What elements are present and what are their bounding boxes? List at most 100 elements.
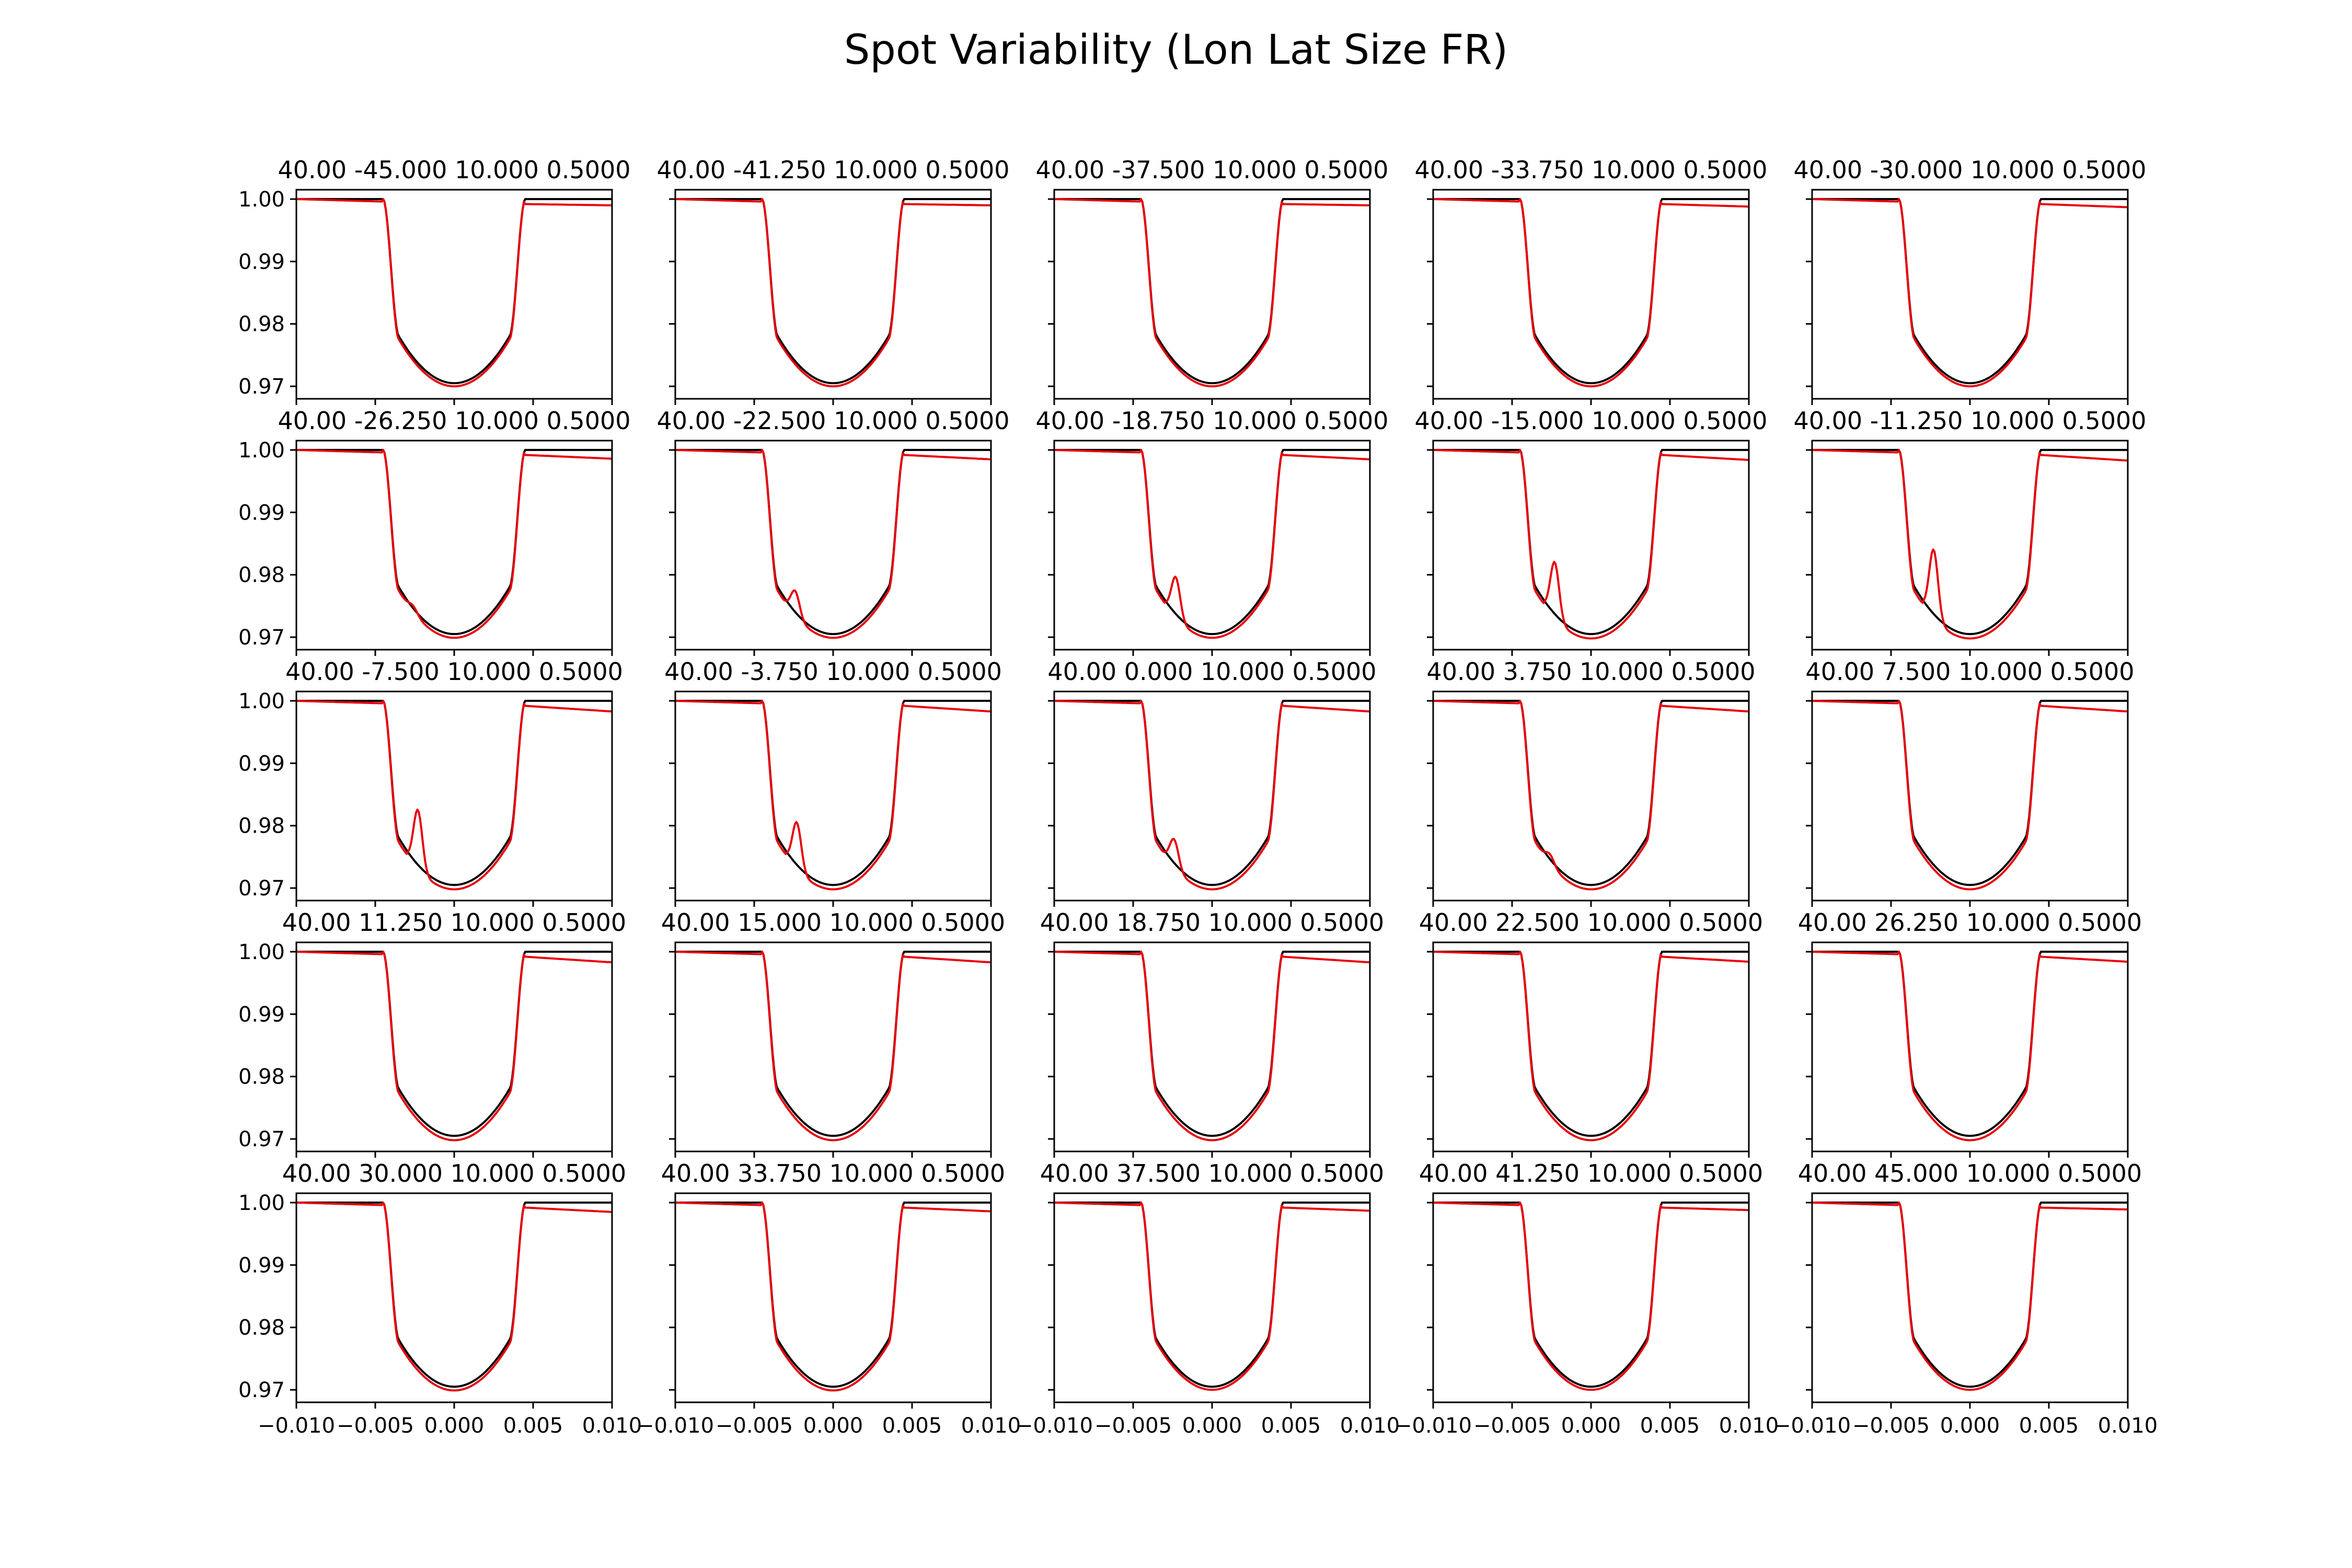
series-line-spotted [1433, 950, 1749, 1142]
y-tick-label: 1.00 [238, 940, 285, 964]
x-tick-label: 0.010 [582, 1414, 642, 1438]
y-tick-label: 1.00 [238, 439, 285, 463]
y-tick-label: 0.99 [238, 250, 285, 274]
series-line-spotted [1812, 1201, 2128, 1391]
series-line-unspotted [296, 699, 612, 886]
series-line-unspotted [1812, 699, 2128, 886]
panel-20: 40.00 26.250 10.000 0.5000 [1798, 908, 2142, 1158]
series-line-spotted [296, 1201, 612, 1392]
series-line-spotted [1433, 448, 1749, 640]
x-tick-label: −0.005 [1094, 1414, 1172, 1438]
y-tick-label: 0.97 [238, 626, 285, 650]
series-line-unspotted [1054, 1201, 1370, 1388]
panel-10: 40.00 -11.250 10.000 0.5000 [1793, 407, 2147, 656]
series-line-spotted [296, 198, 612, 388]
panel-title: 40.00 26.250 10.000 0.5000 [1798, 908, 2142, 937]
y-tick-label: 0.98 [238, 1065, 285, 1089]
y-tick-label: 0.99 [238, 1253, 285, 1277]
series-line-spotted [1433, 699, 1749, 891]
series-line-unspotted [1054, 950, 1370, 1137]
series-line-spotted [675, 198, 991, 388]
panel-title: 40.00 0.000 10.000 0.5000 [1047, 658, 1376, 686]
series-line-unspotted [296, 950, 612, 1137]
x-tick-label: 0.010 [1719, 1414, 1779, 1438]
y-tick-label: 0.98 [238, 814, 285, 838]
series-line-unspotted [296, 198, 612, 385]
panel-22: 40.00 33.750 10.000 0.5000 −0.010 −0.005 0.… [637, 1159, 1021, 1438]
series-line-spotted [1433, 1201, 1749, 1391]
series-line-spotted [1812, 448, 2128, 640]
y-tick-label: 1.00 [238, 188, 285, 212]
series-line-spotted [1054, 950, 1370, 1142]
panel-8: 40.00 -18.750 10.000 0.5000 [1035, 407, 1389, 656]
panel-title: 40.00 37.500 10.000 0.5000 [1040, 1159, 1384, 1187]
y-tick-label: 0.98 [238, 563, 285, 587]
series-line-unspotted [1433, 699, 1749, 886]
panel-13: 40.00 0.000 10.000 0.5000 [1047, 658, 1377, 907]
x-tick-label: 0.005 [2019, 1414, 2079, 1438]
panel-title: 40.00 22.500 10.000 0.5000 [1419, 908, 1763, 937]
x-tick-label: −0.005 [337, 1414, 414, 1438]
y-tick-label: 0.97 [238, 877, 285, 901]
x-tick-label: 0.000 [424, 1414, 485, 1438]
panel-title: 40.00 3.750 10.000 0.5000 [1426, 658, 1755, 686]
panel-17: 40.00 15.000 10.000 0.5000 [661, 908, 1005, 1158]
figure-title: Spot Variability (Lon Lat Size FR) [844, 27, 1508, 74]
series-line-unspotted [675, 448, 991, 636]
panel-6: 40.00 -26.250 10.000 0.5000 1.00 0.99 0.98 0… [238, 407, 631, 656]
series-line-spotted [296, 950, 612, 1142]
panel-title: 40.00 41.250 10.000 0.5000 [1419, 1159, 1763, 1187]
x-tick-label: 0.000 [1561, 1414, 1621, 1438]
panel-24: 40.00 41.250 10.000 0.5000 −0.010 −0.005 0.… [1394, 1159, 1779, 1438]
panel-title: 40.00 -45.000 10.000 0.5000 [278, 156, 630, 184]
panel-7: 40.00 -22.500 10.000 0.5000 [656, 407, 1010, 656]
x-tick-label: −0.010 [258, 1414, 335, 1438]
series-line-unspotted [1054, 448, 1370, 636]
series-line-spotted [1433, 198, 1749, 388]
series-line-unspotted [1433, 1201, 1749, 1388]
x-tick-label: 0.000 [803, 1414, 863, 1438]
series-line-spotted [1812, 699, 2128, 891]
panel-title: 40.00 -3.750 10.000 0.5000 [664, 658, 1002, 686]
y-tick-label: 1.00 [238, 689, 285, 713]
panel-title: 40.00 -7.500 10.000 0.5000 [285, 658, 623, 686]
panel-5: 40.00 -30.000 10.000 0.5000 [1793, 156, 2147, 405]
panel-title: 40.00 -30.000 10.000 0.5000 [1793, 156, 2146, 184]
series-line-unspotted [1433, 950, 1749, 1137]
x-tick-label: −0.010 [1016, 1414, 1093, 1438]
panel-4: 40.00 -33.750 10.000 0.5000 [1414, 156, 1768, 405]
x-tick-label: 0.005 [503, 1414, 563, 1438]
panel-3: 40.00 -37.500 10.000 0.5000 [1035, 156, 1389, 405]
panel-2: 40.00 -41.250 10.000 0.5000 [656, 156, 1010, 405]
series-line-spotted [675, 950, 991, 1142]
series-line-unspotted [1433, 198, 1749, 385]
x-tick-label: 0.005 [1640, 1414, 1700, 1438]
x-tick-label: 0.010 [961, 1414, 1021, 1438]
panel-title: 40.00 -11.250 10.000 0.5000 [1793, 407, 2146, 435]
panel-grid: 40.00 -45.000 10.000 0.5000 1.00 0.99 0.98 0… [238, 156, 2158, 1438]
x-tick-label: 0.005 [1261, 1414, 1321, 1438]
y-tick-label: 0.99 [238, 501, 285, 525]
panel-title: 40.00 -26.250 10.000 0.5000 [278, 407, 630, 435]
panel-18: 40.00 18.750 10.000 0.5000 [1040, 908, 1384, 1158]
series-line-unspotted [296, 1201, 612, 1388]
x-tick-label: 0.010 [1340, 1414, 1400, 1438]
panel-title: 40.00 -41.250 10.000 0.5000 [656, 156, 1009, 184]
y-tick-label: 1.00 [238, 1191, 285, 1215]
panel-16: 40.00 11.250 10.000 0.5000 1.00 0.99 0.98 0.… [238, 908, 626, 1158]
y-tick-label: 0.97 [238, 1378, 285, 1402]
series-line-spotted [1812, 198, 2128, 388]
x-tick-label: −0.010 [637, 1414, 714, 1438]
x-tick-label: −0.010 [1394, 1414, 1472, 1438]
panel-25: 40.00 45.000 10.000 0.5000 −0.010 −0.005 0.… [1773, 1159, 2158, 1438]
series-line-unspotted [1054, 699, 1370, 886]
series-line-spotted [1054, 448, 1370, 639]
series-line-unspotted [1433, 448, 1749, 636]
series-line-spotted [296, 448, 612, 639]
y-tick-label: 0.97 [238, 1127, 285, 1151]
series-line-spotted [1054, 699, 1370, 891]
panel-title: 40.00 -22.500 10.000 0.5000 [656, 407, 1009, 435]
series-line-unspotted [1054, 198, 1370, 385]
